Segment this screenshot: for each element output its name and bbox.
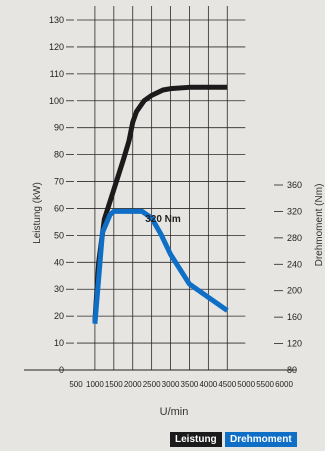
x-tick-label-5000: 5000 [237, 380, 255, 389]
grid-lines [76, 6, 246, 370]
x-tick-label-4500: 4500 [218, 380, 236, 389]
y-left-tick-label-60: 60 [54, 203, 64, 213]
y-left-tick-label-40: 40 [54, 257, 64, 267]
y-left-tick-label-20: 20 [54, 311, 64, 321]
y-left-tick-label-50: 50 [54, 230, 64, 240]
x-tick-label-1500: 1500 [105, 380, 123, 389]
legend-drehmoment: Drehmoment [225, 432, 297, 447]
x-tick-label-2000: 2000 [124, 380, 142, 389]
legend-leistung: Leistung [170, 432, 222, 447]
y-axis-label-right: Drehmoment (Nm) [314, 184, 325, 267]
tick-labels: 0 10 20 30 40 50 60 70 80 90 100 110 120 130 80 120 160 2… [49, 15, 302, 389]
x-tick-label-5500: 5500 [256, 380, 274, 389]
y-left-tick-label-10: 10 [54, 338, 64, 348]
y-left-tick-label-110: 110 [50, 69, 64, 79]
y-right-tick-label-80: 80 [287, 365, 297, 375]
series-line-drehmoment [92, 208, 229, 324]
y-left-tick-label-90: 90 [54, 123, 64, 133]
x-tick-label-6000: 6000 [275, 380, 293, 389]
x-tick-label-500: 500 [69, 380, 83, 389]
y-right-tick-label-200: 200 [287, 286, 302, 296]
x-tick-label-4000: 4000 [199, 380, 217, 389]
series-line-leistung [92, 84, 228, 322]
y-right-tick-label-120: 120 [287, 339, 302, 349]
y-left-tick-label-30: 30 [54, 284, 64, 294]
y-left-tick-label-0: 0 [59, 365, 64, 375]
x-tick-label-1000: 1000 [86, 380, 104, 389]
y-left-tick-label-80: 80 [54, 150, 64, 160]
x-tick-label-2500: 2500 [143, 380, 161, 389]
x-tick-label-3000: 3000 [162, 380, 180, 389]
y-right-tick-label-160: 160 [287, 312, 302, 322]
axes [24, 19, 296, 371]
y-right-tick-label-360: 360 [287, 180, 302, 190]
y-axis-label-left: Leistung (kW) [32, 182, 43, 244]
series-lines [92, 84, 229, 324]
y-left-tick-label-130: 130 [49, 15, 64, 25]
annotation-320nm: 320 Nm [145, 214, 181, 225]
y-right-tick-label-280: 280 [287, 233, 302, 243]
y-left-tick-label-100: 100 [49, 96, 64, 106]
x-tick-label-3500: 3500 [181, 380, 199, 389]
y-right-tick-label-320: 320 [287, 206, 302, 216]
y-right-tick-label-240: 240 [287, 259, 302, 269]
y-left-tick-label-120: 120 [49, 42, 64, 52]
x-axis-label: U/min [160, 406, 189, 418]
y-left-tick-label-70: 70 [54, 177, 64, 187]
